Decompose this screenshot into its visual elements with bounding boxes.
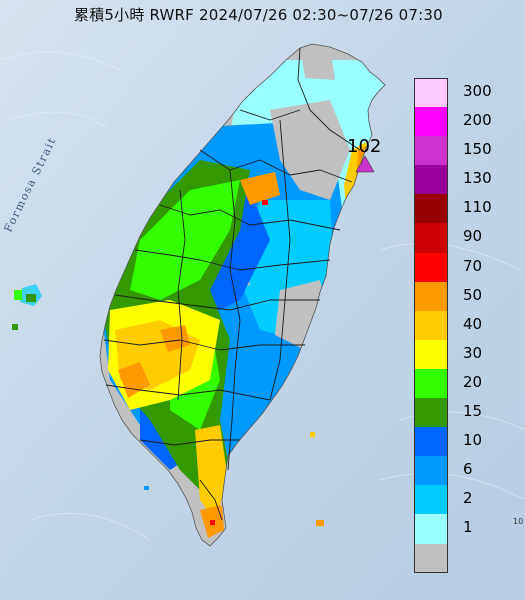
rain-zone-40mm — [195, 425, 228, 520]
legend-swatch — [414, 514, 448, 544]
legend-swatch — [414, 398, 448, 428]
legend-swatch — [414, 543, 448, 573]
legend-row: 200 — [412, 107, 512, 137]
rain-zone-70mm — [262, 200, 268, 205]
legend-swatch — [414, 165, 448, 195]
legend-row — [412, 543, 512, 573]
legend-row: 110 — [412, 194, 512, 224]
map-title: 累積5小時 RWRF 2024/07/26 02:30~07/26 07:30 — [74, 6, 443, 24]
legend-row: 150 — [412, 136, 512, 166]
legend-label: 1 — [463, 518, 473, 537]
max-rainfall-value: 102 — [347, 136, 382, 157]
legend-row: 300 — [412, 78, 512, 108]
legend-label: 20 — [463, 372, 483, 391]
legend-label: 30 — [463, 343, 483, 362]
legend-row: 2 — [412, 485, 512, 515]
legend-swatch — [414, 368, 448, 399]
legend-label: 110 — [463, 198, 492, 217]
legend-label: 130 — [463, 169, 492, 188]
legend-label: 15 — [463, 402, 483, 421]
offshore-echo — [144, 486, 149, 490]
rain-zone-50mm — [240, 172, 280, 205]
legend-row: 1 — [412, 514, 512, 544]
legend-row: 6 — [412, 456, 512, 486]
edge-label: 10 — [513, 517, 524, 526]
offshore-echo — [310, 432, 315, 437]
legend-swatch — [414, 339, 448, 369]
legend-row: 130 — [412, 165, 512, 195]
legend-label: 90 — [463, 227, 483, 246]
legend-label: 200 — [463, 111, 492, 130]
legend-label: 10 — [463, 431, 483, 450]
legend-label: 300 — [463, 82, 492, 100]
legend-label: 2 — [463, 489, 473, 508]
legend-swatch — [414, 485, 448, 515]
legend-swatch — [414, 223, 448, 253]
rain-zone-50mm — [118, 362, 150, 398]
legend-label: 50 — [463, 285, 483, 304]
offshore-echo — [14, 290, 22, 300]
color-legend: 300 200 150 130 110 90 70 50 40 30 20 15… — [412, 78, 512, 573]
legend-row: 30 — [412, 339, 512, 369]
legend-row: 10 — [412, 427, 512, 457]
legend-row: 40 — [412, 310, 512, 340]
legend-swatch — [414, 194, 448, 224]
legend-swatch — [414, 136, 448, 166]
offshore-echo — [316, 520, 324, 526]
legend-row: 50 — [412, 281, 512, 311]
legend-label: 40 — [463, 314, 483, 333]
legend-label: 70 — [463, 256, 483, 275]
boundaries — [103, 47, 361, 521]
legend-swatch — [414, 310, 448, 340]
legend-row: 20 — [412, 368, 512, 399]
legend-label: 6 — [463, 460, 473, 479]
legend-swatch — [414, 281, 448, 311]
offshore-echo — [26, 294, 36, 302]
max-rainfall-marker — [355, 155, 375, 173]
legend-swatch — [414, 107, 448, 137]
legend-row: 90 — [412, 223, 512, 253]
legend-swatch — [414, 252, 448, 282]
legend-swatch — [414, 456, 448, 486]
legend-row: 15 — [412, 398, 512, 428]
legend-label: 150 — [463, 140, 492, 159]
offshore-echo — [12, 324, 18, 330]
legend-swatch — [414, 78, 448, 108]
rain-zone-50mm — [160, 325, 190, 352]
legend-row: 70 — [412, 252, 512, 282]
legend-swatch — [414, 427, 448, 457]
dry-patch — [300, 44, 335, 80]
rain-zone-70mm — [210, 520, 215, 525]
